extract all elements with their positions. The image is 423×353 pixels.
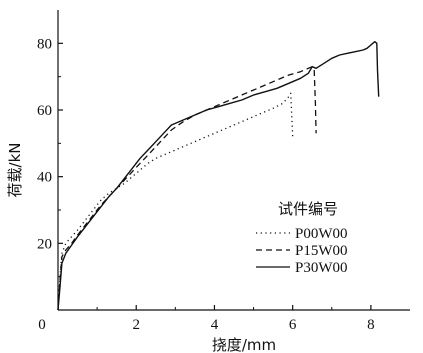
- series-line-p15w00: [57, 66, 317, 311]
- series-line-p00w00: [57, 92, 294, 311]
- x-tick-label: 6: [289, 317, 297, 333]
- plot-area: [57, 41, 380, 311]
- y-tick-label: 60: [37, 103, 52, 119]
- x-tick-label: 8: [367, 317, 375, 333]
- y-tick-label: 40: [37, 170, 52, 186]
- series-line-p30w00: [57, 41, 380, 311]
- x-tick-label: 0: [38, 317, 46, 333]
- legend-title: 试件编号: [278, 200, 338, 218]
- x-tick-label: 4: [211, 317, 219, 333]
- y-tick-label: 80: [37, 36, 52, 52]
- x-axis-title: 挠度/mm: [212, 336, 276, 353]
- legend-label-p30w00: P30W00: [295, 260, 348, 276]
- legend-label-p00w00: P00W00: [295, 226, 348, 242]
- legend-label-p15w00: P15W00: [295, 243, 348, 259]
- y-tick-label: 20: [37, 236, 52, 252]
- y-axis-title: 荷载/kN: [6, 143, 24, 198]
- x-tick-label: 2: [132, 317, 140, 333]
- axes: 0 2 4 6 8 20 40 60 80 挠度/mm 荷载/kN: [6, 10, 410, 353]
